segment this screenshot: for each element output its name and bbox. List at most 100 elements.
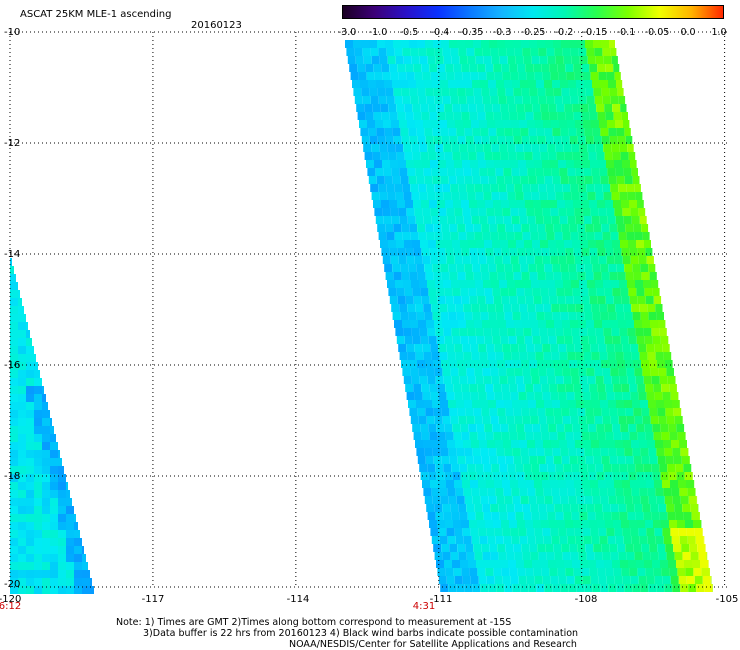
swath-cell <box>573 384 582 392</box>
swath-cell <box>58 506 66 514</box>
swath-cell <box>466 368 475 376</box>
swath-cell <box>573 520 581 528</box>
swath-cell <box>578 48 587 56</box>
swath-cell <box>542 344 551 352</box>
swath-cell <box>441 88 450 96</box>
swath-cell <box>497 88 506 96</box>
swath-cell <box>406 208 415 216</box>
swath-cell <box>631 440 639 448</box>
swath-cell <box>402 96 411 104</box>
swath-cell <box>384 176 393 184</box>
swath-cell <box>622 480 630 488</box>
swath-cell <box>606 160 614 168</box>
swath-cell <box>441 40 449 48</box>
swath-cell <box>507 512 516 520</box>
swath-cell <box>395 328 404 336</box>
swath-cell <box>550 160 558 168</box>
swath-cell <box>639 216 647 224</box>
swath-cell <box>534 480 542 488</box>
swath-cell <box>398 160 406 168</box>
swath-cell <box>542 72 551 80</box>
swath-cell <box>515 376 524 384</box>
swath-cell <box>606 208 615 216</box>
swath-cell <box>591 352 600 360</box>
swath-cell <box>553 40 561 48</box>
swath-cell <box>666 416 675 424</box>
swath-cell <box>559 168 568 176</box>
swath-cell <box>500 472 509 480</box>
colorbar-label: 0.0 <box>680 27 696 38</box>
swath-cell <box>569 224 578 232</box>
swath-cell <box>491 376 500 384</box>
swath-cell <box>10 330 18 338</box>
swath-cell <box>629 568 638 576</box>
swath-cell <box>677 432 686 440</box>
swath-cell <box>74 546 82 554</box>
swath-cell <box>480 496 489 504</box>
swath-cell <box>610 96 619 104</box>
swath-cell <box>379 144 388 152</box>
swath-cell <box>42 450 50 458</box>
swath-cell <box>457 272 466 280</box>
swath-cell <box>546 368 555 376</box>
swath-cell <box>613 64 620 72</box>
swath-cell <box>418 320 426 328</box>
swath-cell <box>554 184 563 192</box>
swath-cell <box>450 96 459 104</box>
swath-cell <box>486 528 495 536</box>
swath-cell <box>636 288 645 296</box>
swath-cell <box>82 570 90 578</box>
swath-cell <box>26 442 34 450</box>
swath-cell <box>664 448 673 456</box>
swath-cell <box>414 208 423 216</box>
swath-cell <box>449 272 458 280</box>
swath-cell <box>570 320 578 328</box>
swath-cell <box>602 232 611 240</box>
swath-cell <box>393 272 402 280</box>
swath-cell <box>607 352 616 360</box>
swath-cell <box>661 520 669 528</box>
swath-cell <box>564 240 572 248</box>
swath-cell <box>535 440 543 448</box>
swath-cell <box>546 48 555 56</box>
swath-cell <box>428 336 437 344</box>
swath-cell <box>58 546 66 554</box>
swath-cell <box>454 256 463 264</box>
swath-cell <box>42 466 50 474</box>
swath-cell <box>507 376 516 384</box>
swath-cell <box>406 392 415 400</box>
swath-cell <box>537 408 546 416</box>
swath-cell <box>395 192 404 200</box>
swath-cell <box>600 584 609 592</box>
swath-cell <box>551 440 559 448</box>
swath-cell <box>584 448 593 456</box>
swath-cell <box>466 48 475 56</box>
swath-cell <box>525 296 534 304</box>
swath-cell <box>579 144 588 152</box>
swath-cell <box>535 216 544 224</box>
swath-cell <box>529 224 538 232</box>
swath-cell <box>621 384 630 392</box>
swath-cell <box>676 424 685 432</box>
swath-cell <box>448 496 457 504</box>
swath-cell <box>595 144 604 152</box>
swath-cell <box>10 490 18 498</box>
swath-cell <box>427 56 436 64</box>
swath-cell <box>74 530 80 538</box>
swath-cell <box>464 264 473 272</box>
swath-cell <box>583 216 592 224</box>
swath-cell <box>649 272 657 280</box>
swath-cell <box>521 360 529 368</box>
swath-cell <box>404 152 413 160</box>
swath-cell <box>627 192 636 200</box>
swath-cell <box>385 88 394 96</box>
swath-cell <box>519 488 528 496</box>
swath-cell <box>535 304 544 312</box>
swath-cell <box>354 48 363 56</box>
swath-cell <box>458 368 467 376</box>
swath-cell <box>540 424 549 432</box>
swath-cell <box>10 354 18 362</box>
swath-cell <box>651 376 660 384</box>
swath-cell <box>464 128 473 136</box>
swath-cell <box>644 560 652 568</box>
